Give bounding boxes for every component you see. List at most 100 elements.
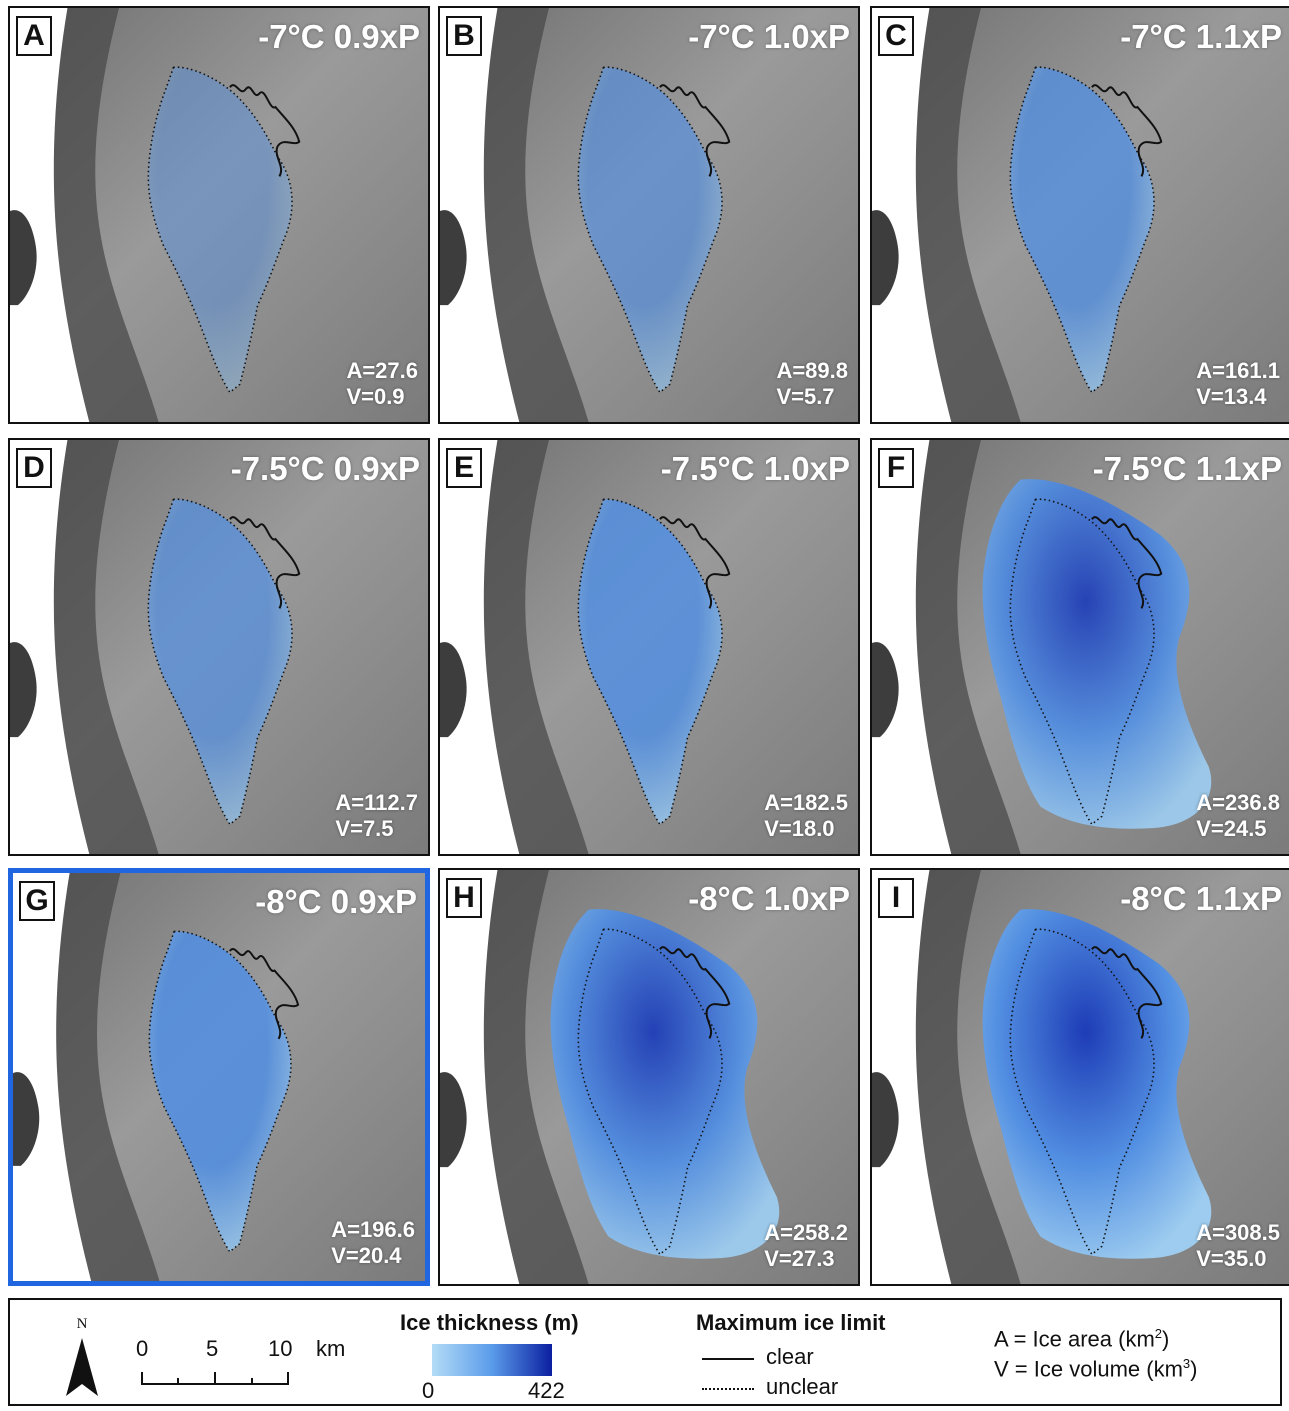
scale-tick-10: 10 <box>268 1336 293 1361</box>
hillshade-map <box>872 870 1289 1284</box>
mountain-ridge <box>47 8 159 422</box>
ice-limit-title: Maximum ice limit <box>696 1310 886 1335</box>
panel-title: -7°C 1.0xP <box>688 18 850 55</box>
ice-limit-legend: Maximum ice limit clear unclear <box>696 1310 956 1402</box>
hillshade-map <box>13 873 425 1281</box>
map-panel-i: I -8°C 1.1xP A=308.5 V=35.0 <box>870 868 1289 1286</box>
hillshade-map <box>440 440 858 854</box>
island <box>872 1072 899 1168</box>
water-body <box>440 440 520 854</box>
map-panel-c: C -7°C 1.1xP A=161.1 V=13.4 <box>870 6 1289 424</box>
panel-letter: C <box>878 16 914 56</box>
panel-stats: A=236.8 V=24.5 <box>1196 790 1280 842</box>
ice-volume-value: V=20.4 <box>331 1243 402 1268</box>
ice-limit-clear-line <box>659 84 731 177</box>
map-panel-h: H -8°C 1.0xP A=258.2 V=27.3 <box>438 868 860 1286</box>
hillshade-map <box>440 870 858 1284</box>
panel-letter: F <box>878 448 914 488</box>
panel-title: -8°C 0.9xP <box>255 883 417 920</box>
panel-stats: A=112.7 V=7.5 <box>335 790 418 842</box>
ice-limit-unclear-line <box>147 66 293 394</box>
island <box>13 1072 40 1166</box>
ice-limit-clear-line <box>659 516 731 609</box>
island <box>440 1072 467 1168</box>
ice-limit-unclear-row: unclear <box>696 1374 956 1404</box>
ice-volume-value: V=13.4 <box>1196 384 1267 409</box>
water-body <box>440 8 520 422</box>
panel-letter: G <box>19 881 55 921</box>
colorbar-min: 0 <box>422 1378 435 1403</box>
panel-title: -7°C 0.9xP <box>258 18 420 55</box>
scale-bar-line <box>141 1372 289 1385</box>
ice-limit-clear-line <box>1091 516 1163 609</box>
mountain-ridge <box>909 8 1021 422</box>
ice-volume-value: V=35.0 <box>1196 1246 1267 1271</box>
ice-limit-unclear-line <box>577 498 723 826</box>
ice-limit-unclear-line <box>147 498 293 826</box>
panel-stats: A=182.5 V=18.0 <box>764 790 848 842</box>
ice-volume-value: V=18.0 <box>764 816 835 841</box>
panel-letter: I <box>878 878 914 918</box>
ice-limit-clear-line <box>1091 84 1163 177</box>
ice-volume-value: V=24.5 <box>1196 816 1267 841</box>
island <box>872 210 899 306</box>
colorbar-legend: Ice thickness (m) 0 422 <box>400 1310 610 1403</box>
hillshade-map <box>872 8 1289 422</box>
panel-letter: E <box>446 448 482 488</box>
scale-unit: km <box>316 1336 346 1361</box>
hillshade-map <box>10 8 428 422</box>
ice-limit-unclear-line <box>1009 498 1155 826</box>
ice-limit-clear-label: clear <box>766 1344 814 1369</box>
colorbar-title: Ice thickness (m) <box>400 1310 579 1335</box>
ice-area-value: A=182.5 <box>764 790 848 815</box>
water-body <box>13 873 92 1281</box>
ice-limit-unclear-line <box>577 928 723 1256</box>
water-body <box>440 870 520 1284</box>
hillshade-map <box>10 440 428 854</box>
ice-area-value: A=236.8 <box>1196 790 1280 815</box>
ice-volume-value: V=5.7 <box>776 384 835 409</box>
map-panel-a: A -7°C 0.9xP A=27.6 V=0.9 <box>8 6 430 424</box>
ice-limit-unclear-label: unclear <box>766 1374 839 1399</box>
map-grid: A -7°C 0.9xP A=27.6 V=0.9 B -7°C 1.0xP A=89.8 V… <box>8 6 1289 1292</box>
map-panel-g: G -8°C 0.9xP A=196.6 V=20.4 <box>8 868 430 1286</box>
map-panel-d: D -7.5°C 0.9xP A=112.7 V=7.5 <box>8 438 430 856</box>
solid-line-swatch <box>702 1358 754 1360</box>
colorbar-max: 422 <box>528 1378 565 1403</box>
north-arrow-icon <box>66 1338 98 1396</box>
map-panel-b: B -7°C 1.0xP A=89.8 V=5.7 <box>438 6 860 424</box>
ice-limit-clear-line <box>228 948 300 1040</box>
ice-volume-value: V=0.9 <box>346 384 405 409</box>
ice-thickness-extent <box>550 909 780 1259</box>
panel-title: -7°C 1.1xP <box>1120 18 1282 55</box>
mountain-ridge <box>477 870 589 1284</box>
mountain-ridge <box>49 873 160 1281</box>
panel-stats: A=308.5 V=35.0 <box>1196 1220 1280 1272</box>
ice-limit-unclear-line <box>1009 928 1155 1256</box>
panel-title: -7.5°C 0.9xP <box>230 450 420 487</box>
mountain-ridge <box>909 870 1021 1284</box>
scale-bar: 0 5 10 km <box>130 1330 370 1390</box>
map-panel-f: F -7.5°C 1.1xP A=236.8 V=24.5 <box>870 438 1289 856</box>
ice-thickness-extent <box>982 909 1212 1259</box>
ice-volume-value: V=7.5 <box>335 816 394 841</box>
mountain-ridge <box>477 440 589 854</box>
ice-limit-clear-line <box>659 946 731 1039</box>
legend: N 0 5 10 km Ice thickness (m) 0 422 Maxi… <box>8 1298 1282 1406</box>
ice-limit-clear-row: clear <box>696 1344 956 1374</box>
panel-stats: A=27.6 V=0.9 <box>346 358 418 410</box>
ice-volume-value: V=27.3 <box>764 1246 835 1271</box>
panel-letter: H <box>446 878 482 918</box>
ice-limit-clear-line <box>229 84 301 177</box>
panel-title: -8°C 1.1xP <box>1120 880 1282 917</box>
colorbar-gradient <box>432 1344 552 1376</box>
panel-letter: D <box>16 448 52 488</box>
island <box>440 642 467 738</box>
mountain-ridge <box>477 8 589 422</box>
map-panel-e: E -7.5°C 1.0xP A=182.5 V=18.0 <box>438 438 860 856</box>
ice-limit-clear-line <box>229 516 301 609</box>
ice-limit-clear-line <box>1091 946 1163 1039</box>
ice-area-value: A=27.6 <box>346 358 418 383</box>
panel-stats: A=258.2 V=27.3 <box>764 1220 848 1272</box>
panel-stats: A=161.1 V=13.4 <box>1196 358 1280 410</box>
